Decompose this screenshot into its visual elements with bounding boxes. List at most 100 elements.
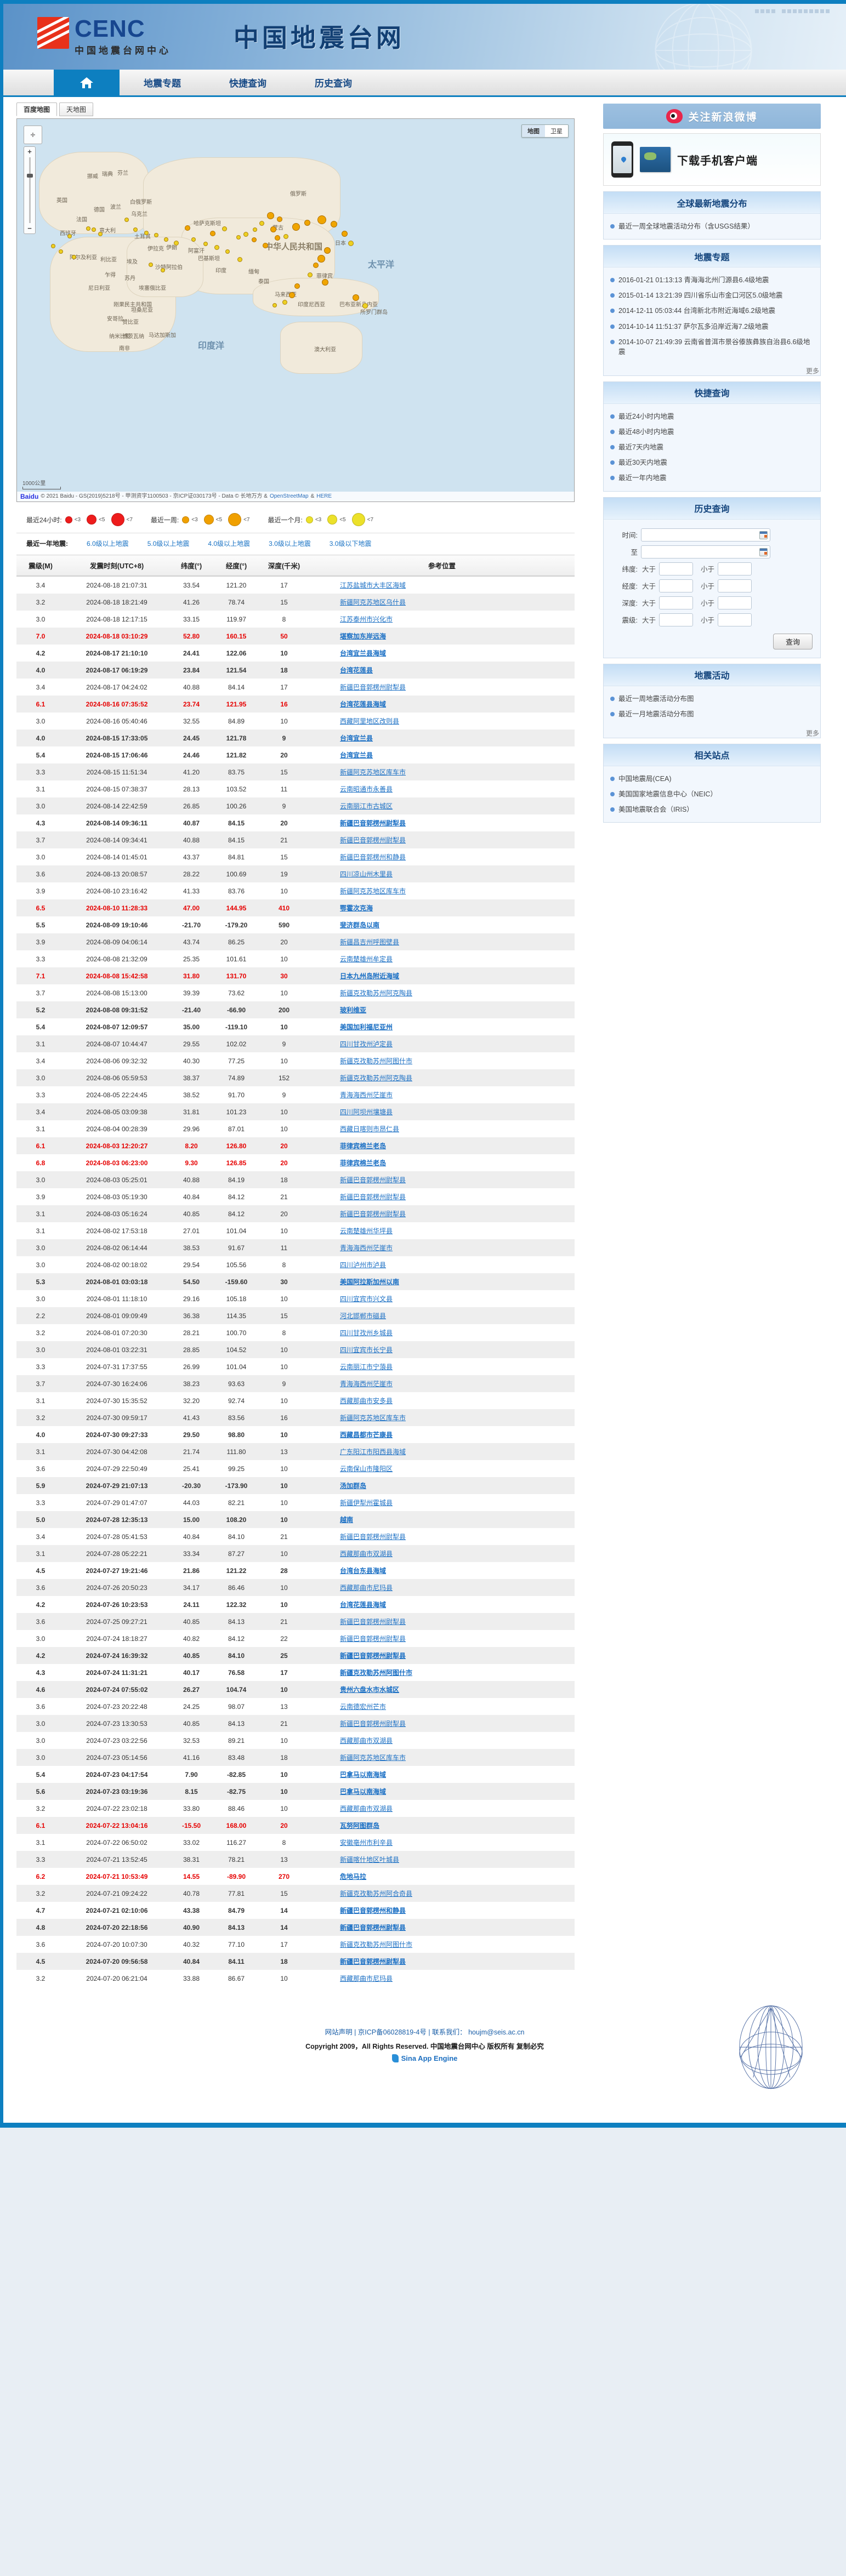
location-link[interactable]: 新疆阿克苏地区库车市 [340, 768, 406, 776]
location-link[interactable]: 四川宜宾市兴文县 [340, 1295, 393, 1303]
footer-icp-link[interactable]: 京ICP备06028819-4号 [357, 2028, 427, 2036]
location-link[interactable]: 新疆克孜勒苏州阿图什市 [340, 1669, 413, 1677]
location-link[interactable]: 青海海西州茫崖市 [340, 1380, 393, 1388]
global-distribution-item[interactable]: 最近一周全球地震活动分布（含USGS结果） [610, 219, 814, 234]
location-link[interactable]: 西藏阿里地区改则县 [340, 717, 400, 725]
map-quake-marker[interactable] [353, 294, 359, 301]
map-quake-marker[interactable] [92, 227, 96, 232]
footer-statement-link[interactable]: 网站声明 [325, 2028, 353, 2036]
map-type-map[interactable]: 地图 [522, 125, 545, 137]
map-quake-marker[interactable] [348, 241, 354, 246]
range-max-field[interactable] [718, 562, 752, 575]
location-link[interactable]: 台湾花莲县海域 [340, 700, 387, 708]
map-quake-marker[interactable] [292, 223, 300, 231]
location-link[interactable]: 云南楚雄州牟定县 [340, 955, 393, 963]
location-link[interactable]: 新疆巴音郭楞州尉犁县 [340, 1652, 406, 1660]
location-link[interactable]: 越南 [340, 1516, 354, 1524]
location-link[interactable]: 新疆巴音郭楞州尉犁县 [340, 1958, 406, 1965]
map-quake-marker[interactable] [164, 237, 168, 242]
location-link[interactable]: 新疆巴音郭楞州尉犁县 [340, 1720, 406, 1728]
location-link[interactable]: 四川甘孜州泸定县 [340, 1040, 393, 1048]
map-quake-marker[interactable] [67, 234, 72, 238]
map-type-satellite[interactable]: 卫星 [545, 125, 568, 137]
nav-item-quick-query[interactable]: 快捷查询 [229, 78, 266, 89]
range-max-field[interactable] [718, 579, 752, 592]
location-link[interactable]: 危地马拉 [340, 1873, 367, 1880]
location-link[interactable]: 四川阿坝州壤塘县 [340, 1108, 393, 1116]
location-link[interactable]: 云南昭通市永善县 [340, 785, 393, 793]
calendar-icon[interactable] [759, 548, 768, 556]
topic-item[interactable]: 2015-01-14 13:21:39 四川省乐山市金口河区5.0级地震 [610, 288, 814, 303]
location-link[interactable]: 巴拿马以南海域 [340, 1788, 387, 1796]
location-link[interactable]: 青海海西州茫崖市 [340, 1091, 393, 1099]
related-site-item[interactable]: 美国地震联合会（IRIS） [610, 802, 814, 817]
related-site-item[interactable]: 美国国家地震信息中心（NEIC） [610, 787, 814, 802]
map-quake-marker[interactable] [124, 218, 129, 222]
location-link[interactable]: 新疆伊犁州霍城县 [340, 1499, 393, 1507]
map-quake-marker[interactable] [191, 237, 196, 242]
related-site-item[interactable]: 中国地震局(CEA) [610, 771, 814, 787]
location-link[interactable]: 新疆阿克苏地区库车市 [340, 1754, 406, 1762]
map-quake-marker[interactable] [210, 231, 215, 236]
map-zoom-out-button[interactable]: − [27, 224, 32, 232]
map-quake-marker[interactable] [272, 303, 277, 307]
map-zoom-slider[interactable]: + − [24, 146, 36, 234]
map-quake-marker[interactable] [174, 241, 179, 246]
quick-query-item[interactable]: 最近30天内地震 [610, 455, 814, 470]
range-min-field[interactable] [659, 579, 694, 592]
location-link[interactable]: 菲律宾棉兰老岛 [340, 1142, 387, 1150]
filter-mag-5-link[interactable]: 5.0级以上地震 [147, 540, 190, 548]
mobile-app-banner[interactable]: 下载手机客户端 [603, 133, 821, 186]
map-quake-marker[interactable] [237, 257, 242, 262]
map-tab-baidu[interactable]: 百度地图 [16, 102, 58, 116]
location-link[interactable]: 新疆巴音郭楞州尉犁县 [340, 1193, 406, 1201]
location-link[interactable]: 新疆克孜勒苏州阿克陶县 [340, 989, 413, 997]
location-link[interactable]: 西藏那曲市双湖县 [340, 1805, 393, 1813]
history-query-submit-button[interactable]: 查询 [773, 633, 813, 649]
topic-item[interactable]: 2014-12-11 05:03:44 台湾新北市附近海域6.2级地震 [610, 303, 814, 318]
location-link[interactable]: 四川宜宾市长宁县 [340, 1346, 393, 1354]
location-link[interactable]: 四川甘孜州乡城县 [340, 1329, 393, 1337]
location-link[interactable]: 新疆巴音郭楞州尉犁县 [340, 1210, 406, 1218]
start-date-field[interactable] [641, 528, 770, 542]
range-min-field[interactable] [659, 562, 694, 575]
map-zoom-in-button[interactable]: + [27, 147, 32, 156]
map-quake-marker[interactable] [362, 303, 368, 309]
map-quake-marker[interactable] [252, 237, 257, 242]
map-quake-marker[interactable] [275, 235, 280, 241]
map-quake-marker[interactable] [98, 232, 103, 236]
map-quake-marker[interactable] [289, 292, 295, 298]
map-quake-marker[interactable] [72, 255, 76, 259]
location-link[interactable]: 西藏那曲市双湖县 [340, 1550, 393, 1558]
map-quake-marker[interactable] [259, 221, 264, 226]
activity-more-link[interactable]: 更多 [805, 729, 819, 737]
sina-app-engine-badge[interactable]: Sina App Engine [3, 2054, 846, 2062]
osm-credit-link[interactable]: OpenStreetMap [269, 493, 309, 499]
location-link[interactable]: 云南德宏州芒市 [340, 1703, 387, 1711]
quick-query-item[interactable]: 最近7天内地震 [610, 440, 814, 455]
map-quake-marker[interactable] [86, 226, 90, 231]
map-quake-marker[interactable] [304, 220, 310, 226]
quick-query-item[interactable]: 最近24小时内地震 [610, 409, 814, 424]
map-quake-marker[interactable] [263, 243, 268, 248]
location-link[interactable]: 安徽亳州市利辛县 [340, 1839, 393, 1846]
location-link[interactable]: 新疆阿克苏地区库车市 [340, 887, 406, 895]
map-quake-marker[interactable] [149, 263, 153, 267]
location-link[interactable]: 广东阳江市阳西县海域 [340, 1448, 406, 1456]
location-link[interactable]: 西藏那曲市安多县 [340, 1397, 393, 1405]
location-link[interactable]: 日本九州岛附近海域 [340, 972, 400, 980]
location-link[interactable]: 新疆克孜勒苏州阿图什市 [340, 1057, 413, 1065]
location-link[interactable]: 西藏昌都市芒康县 [340, 1431, 393, 1439]
location-link[interactable]: 新疆巴音郭楞州尉犁县 [340, 1924, 406, 1931]
location-link[interactable]: 新疆昌吉州呼图壁县 [340, 938, 400, 946]
map-quake-marker[interactable] [322, 279, 328, 286]
location-link[interactable]: 菲律宾棉兰老岛 [340, 1159, 387, 1167]
site-logo[interactable]: CENC 中国地震台网中心 [37, 17, 171, 56]
quick-query-item[interactable]: 最近48小时内地震 [610, 424, 814, 440]
map-quake-marker[interactable] [283, 234, 288, 239]
map-quake-marker[interactable] [267, 212, 274, 219]
location-link[interactable]: 美国加利福尼亚州 [340, 1023, 393, 1031]
location-link[interactable]: 台湾花莲县海域 [340, 1601, 387, 1609]
map-quake-marker[interactable] [185, 225, 190, 231]
location-link[interactable]: 台湾花莲县 [340, 666, 373, 674]
